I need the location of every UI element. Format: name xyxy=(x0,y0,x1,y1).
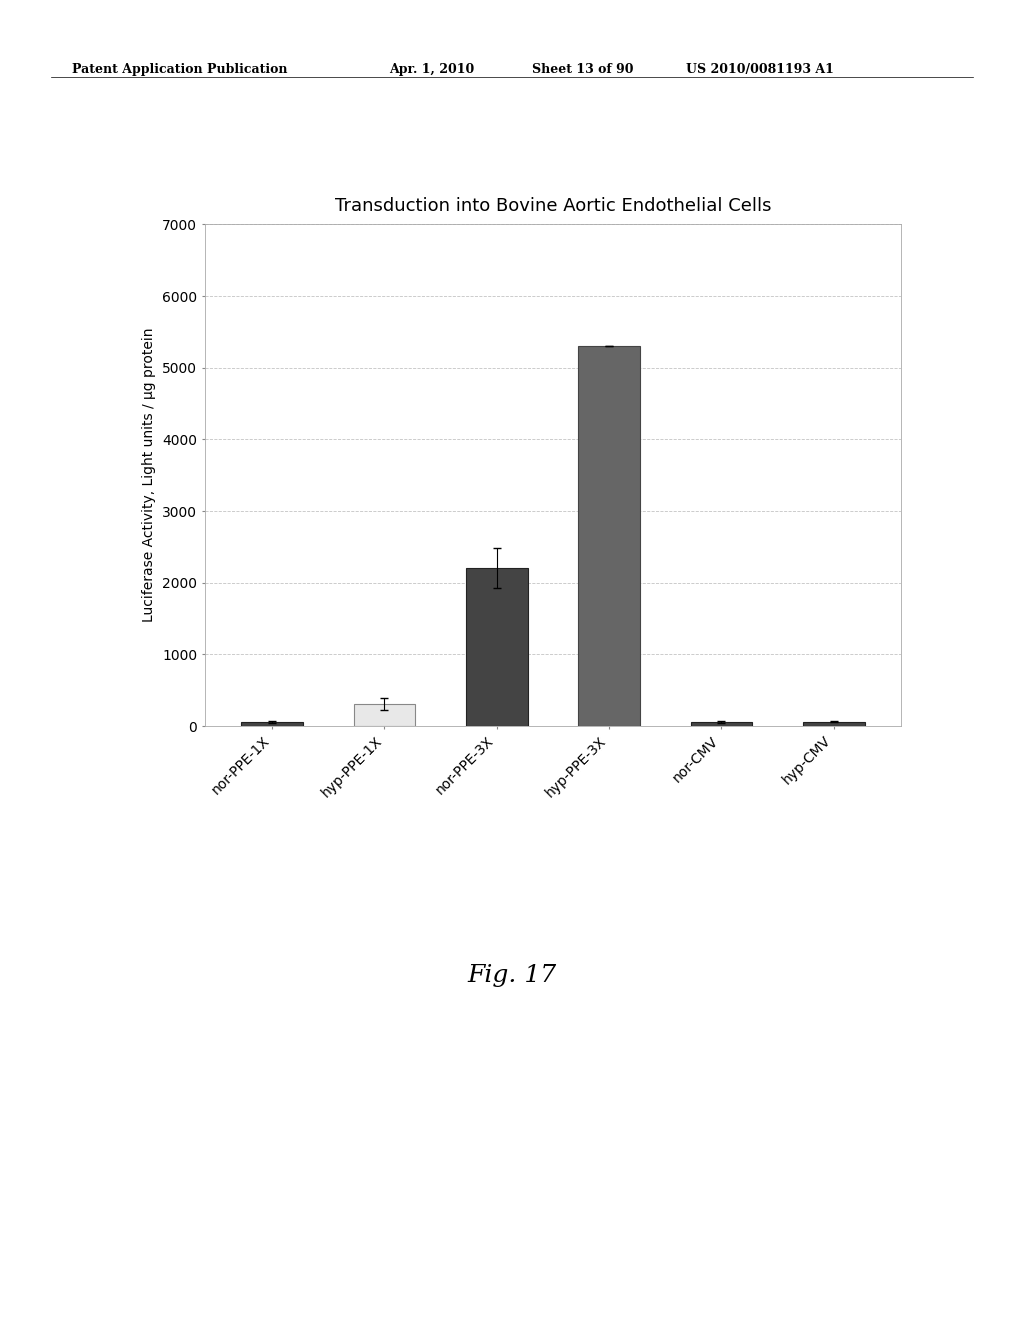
Bar xyxy=(466,569,527,726)
Bar xyxy=(579,346,640,726)
Text: Patent Application Publication: Patent Application Publication xyxy=(72,63,287,77)
Bar xyxy=(353,704,416,726)
Bar xyxy=(690,722,753,726)
Text: Sheet 13 of 90: Sheet 13 of 90 xyxy=(532,63,634,77)
Title: Transduction into Bovine Aortic Endothelial Cells: Transduction into Bovine Aortic Endothel… xyxy=(335,197,771,215)
Text: Fig. 17: Fig. 17 xyxy=(467,964,557,986)
Text: US 2010/0081193 A1: US 2010/0081193 A1 xyxy=(686,63,834,77)
Bar xyxy=(803,722,864,726)
Y-axis label: Luciferase Activity, Light units / µg protein: Luciferase Activity, Light units / µg pr… xyxy=(142,327,157,623)
Bar xyxy=(242,722,303,726)
Text: Apr. 1, 2010: Apr. 1, 2010 xyxy=(389,63,474,77)
